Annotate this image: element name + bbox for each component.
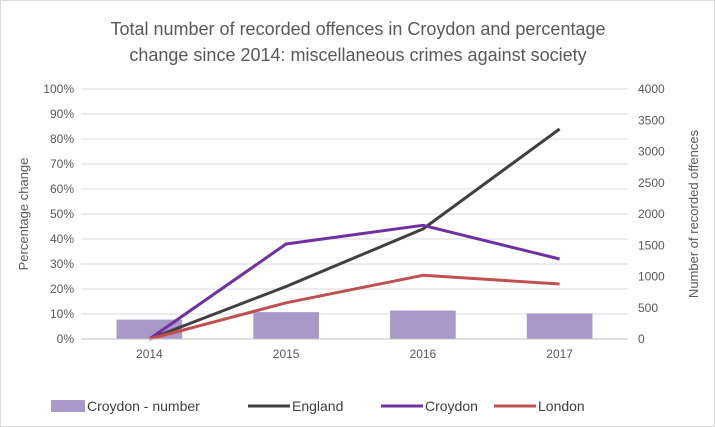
x-tick-label: 2014 (136, 347, 163, 361)
y-left-tick-label: 90% (50, 107, 74, 121)
bar-croydon-number (526, 313, 593, 339)
y-left-tick-label: 10% (50, 307, 74, 321)
y-right-tick-label: 0 (638, 332, 645, 346)
x-tick-label: 2017 (546, 347, 573, 361)
legend-label-england: England (292, 398, 343, 414)
y-right-tick-label: 4000 (638, 82, 665, 96)
x-tick-label: 2015 (273, 347, 300, 361)
legend-item-london: London (494, 398, 585, 414)
y-left-tick-label: 80% (50, 132, 74, 146)
y-left-tick-label: 50% (50, 207, 74, 221)
y-left-tick-label: 20% (50, 282, 74, 296)
y-left-axis-title: Percentage change (16, 158, 31, 271)
y-left-tick-label: 60% (50, 182, 74, 196)
y-left-tick-label: 70% (50, 157, 74, 171)
legend-label-london: London (538, 398, 585, 414)
y-right-tick-label: 2500 (638, 176, 665, 190)
line-croydon (148, 223, 560, 341)
y-right-tick-label: 1000 (638, 270, 665, 284)
line-london (149, 273, 560, 341)
axes: 0% 10% 20% 30% 40% 50% 60% 70% 80% 90% 100% 0 500 100… (43, 82, 665, 361)
legend-label-croydon-number: Croydon - number (87, 398, 200, 414)
bar-croydon-number (253, 312, 319, 339)
y-right-tick-label: 2000 (638, 207, 665, 221)
bar-croydon-number (390, 310, 456, 339)
chart-title-line-1: Total number of recorded offences in Cro… (111, 19, 606, 39)
y-right-tick-label: 500 (638, 301, 658, 315)
legend: Croydon - number England Croydon London (51, 398, 585, 414)
y-right-axis-title: Number of recorded offences (686, 129, 701, 298)
legend-item-bar: Croydon - number (51, 398, 200, 414)
legend-swatch-bar (51, 400, 85, 412)
line-series (148, 127, 561, 341)
y-left-tick-label: 30% (50, 257, 74, 271)
bar-series (116, 310, 593, 339)
y-left-tick-label: 0% (57, 332, 75, 346)
legend-item-croydon: Croydon (381, 398, 478, 414)
gridlines (81, 88, 628, 315)
legend-item-england: England (248, 398, 343, 414)
y-left-tick-label: 100% (43, 82, 74, 96)
y-right-tick-label: 1500 (638, 238, 665, 252)
chart-title-line-2: change since 2014: miscellaneous crimes … (129, 45, 586, 65)
y-right-tick-label: 3500 (638, 113, 665, 127)
y-right-tick-label: 3000 (638, 145, 665, 159)
line-england (148, 127, 561, 341)
y-left-tick-label: 40% (50, 232, 74, 246)
x-tick-label: 2016 (410, 347, 437, 361)
legend-label-croydon: Croydon (425, 398, 478, 414)
